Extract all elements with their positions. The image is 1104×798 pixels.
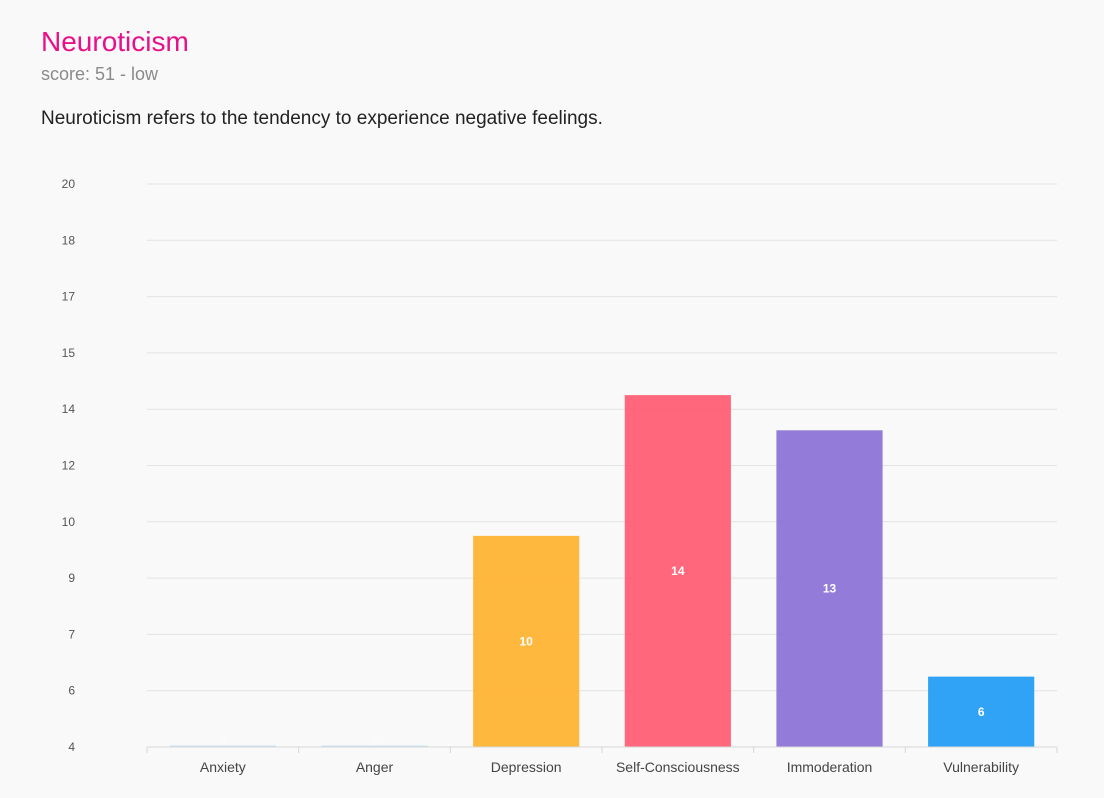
score-label: score: 51 - low <box>41 64 159 84</box>
bar-immoderation <box>776 430 883 747</box>
y-tick-label: 14 <box>62 402 76 416</box>
y-tick-label: 15 <box>62 346 76 360</box>
bar-value-label: 4 <box>219 735 226 749</box>
grid-layer <box>147 183 1057 692</box>
bar-anxiety <box>169 745 276 747</box>
x-category-label: Self-Consciousness <box>616 759 740 775</box>
bar-depression <box>473 535 580 747</box>
y-tick-label: 4 <box>68 740 75 754</box>
bar-anger <box>321 745 428 747</box>
y-tick-label: 12 <box>62 459 76 473</box>
facet-bar-chart: 20 18 17 15 14 12 10 9 7 6 4 Anxiety 4 Anger 4 Depress… <box>62 177 1058 775</box>
y-tick-label: 20 <box>62 177 76 191</box>
y-tick-label: 18 <box>62 233 76 247</box>
bar-value-label: 14 <box>671 564 685 578</box>
label-layer: Anxiety 4 Anger 4 Depression 10 Self-Conscious… <box>200 564 1019 775</box>
bar-value-label: 13 <box>823 582 837 596</box>
y-tick-label: 7 <box>68 627 75 641</box>
bar-layer <box>169 395 1035 747</box>
x-category-label: Anxiety <box>200 759 246 775</box>
bar-self-consciousness <box>624 395 731 747</box>
bar-value-label: 10 <box>519 634 533 648</box>
y-tick-label: 6 <box>68 684 75 698</box>
bar-value-label: 6 <box>978 705 985 719</box>
trait-description: Neuroticism refers to the tendency to ex… <box>41 108 603 129</box>
x-category-label: Vulnerability <box>943 759 1019 775</box>
x-category-label: Anger <box>356 759 394 775</box>
bar-value-label: 4 <box>371 735 378 749</box>
y-tick-label: 17 <box>62 290 76 304</box>
x-category-label: Immoderation <box>787 759 873 775</box>
page-title: Neuroticism <box>41 26 189 57</box>
y-tick-label: 9 <box>68 571 75 585</box>
bar-vulnerability <box>928 676 1035 747</box>
x-category-label: Depression <box>491 759 562 775</box>
y-tick-label: 10 <box>62 515 76 529</box>
axis-layer: 20 18 17 15 14 12 10 9 7 6 4 <box>62 177 1058 754</box>
